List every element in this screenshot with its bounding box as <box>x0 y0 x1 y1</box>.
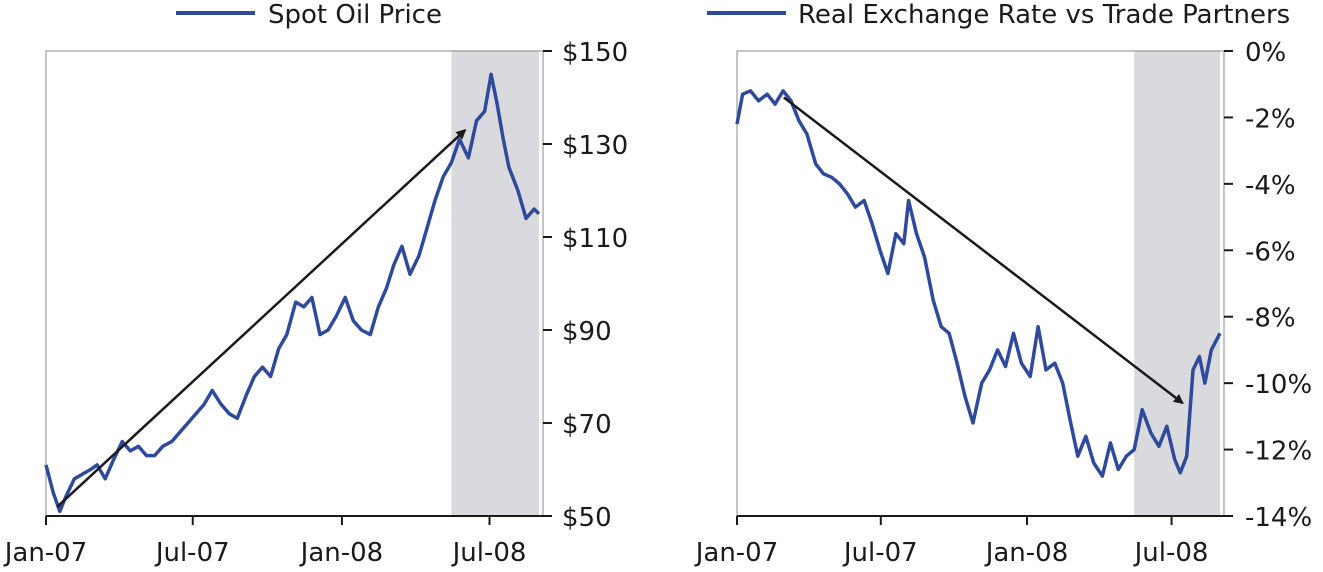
chart-1-legend-label: Spot Oil Price <box>268 0 442 30</box>
chart-2-y-tick-label: -14% <box>1245 503 1312 533</box>
chart-2-x-tick-label: Jul-08 <box>1133 538 1209 568</box>
chart-1-x-ticks: Jan-07 Jul-07 Jan-08 Jul-08 <box>3 516 527 568</box>
exchange-rate-chart: Jan-07 Jul-07 Jan-08 Jul-08 0% -2% -4% -6% -8% -… <box>694 0 1312 568</box>
chart-2-y-tick-label: -6% <box>1245 237 1296 267</box>
oil-price-chart: Jan-07 Jul-07 Jan-08 Jul-08 $150 $130 $110 $90… <box>3 0 628 568</box>
chart-2-legend-label: Real Exchange Rate vs Trade Partners <box>798 0 1290 30</box>
chart-1-trend-arrow <box>56 129 467 508</box>
chart-2-y-ticks: 0% -2% -4% -6% -8% -10% -12% -14% <box>1224 38 1312 533</box>
chart-2-x-tick-label: Jul-07 <box>842 538 918 568</box>
chart-2-legend: Real Exchange Rate vs Trade Partners <box>707 0 1290 30</box>
chart-2-y-tick-label: -12% <box>1245 437 1312 467</box>
chart-2-y-tick-label: -8% <box>1245 304 1296 334</box>
chart-2-x-ticks: Jan-07 Jul-07 Jan-08 Jul-08 <box>694 516 1209 568</box>
chart-1-legend: Spot Oil Price <box>176 0 442 30</box>
chart-1-y-tick-label: $150 <box>562 38 628 68</box>
chart-1-x-tick-label: Jan-08 <box>299 538 384 568</box>
chart-2-trend-arrow <box>783 96 1184 405</box>
chart-2-y-tick-label: -2% <box>1245 104 1296 134</box>
chart-1-y-tick-label: $50 <box>562 503 612 533</box>
chart-2-x-tick-label: Jan-08 <box>984 538 1069 568</box>
chart-2-y-tick-label: -4% <box>1245 171 1296 201</box>
chart-2-y-tick-label: 0% <box>1245 38 1286 68</box>
chart-2-series-line-real-exchange-rate <box>735 89 1222 478</box>
chart-1-x-tick-label: Jan-07 <box>3 538 88 568</box>
chart-2-x-tick-label: Jan-07 <box>694 538 779 568</box>
chart-2-y-tick-label: -10% <box>1245 370 1312 400</box>
chart-2-shaded-region <box>1134 51 1221 516</box>
chart-1-y-tick-label: $110 <box>562 224 628 254</box>
chart-1-y-tick-label: $130 <box>562 131 628 161</box>
chart-1-shaded-region <box>451 51 539 516</box>
chart-1-y-tick-label: $90 <box>562 317 612 347</box>
chart-1-y-tick-label: $70 <box>562 410 612 440</box>
chart-1-x-tick-label: Jul-07 <box>154 538 230 568</box>
chart-1-x-tick-label: Jul-08 <box>451 538 527 568</box>
chart-1-y-ticks: $150 $130 $110 $90 $70 $50 <box>543 38 628 533</box>
